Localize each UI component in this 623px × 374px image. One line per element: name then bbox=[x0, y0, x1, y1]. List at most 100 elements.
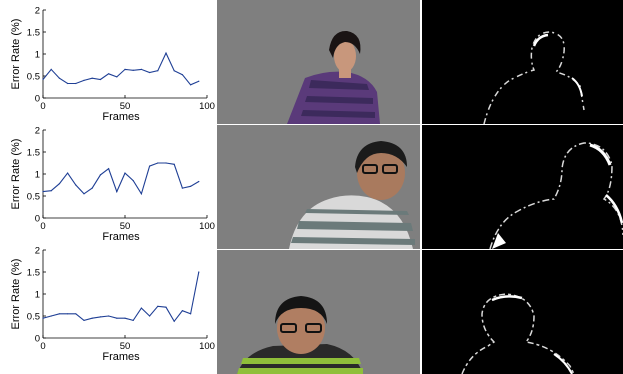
error-rate-series-line bbox=[42, 162, 200, 196]
data-point bbox=[173, 70, 175, 72]
data-point bbox=[50, 315, 52, 317]
data-point bbox=[108, 73, 110, 75]
y-tick-label: 0.5 bbox=[27, 312, 40, 323]
x-axis-label: Frames bbox=[102, 351, 140, 363]
plot-area bbox=[43, 250, 207, 338]
data-point bbox=[140, 307, 142, 309]
y-tick-label: 0 bbox=[35, 214, 40, 225]
y-tick-label: 0.5 bbox=[27, 192, 40, 203]
data-point bbox=[91, 317, 93, 319]
data-point bbox=[124, 317, 126, 319]
y-tick-label: 0 bbox=[35, 334, 40, 345]
data-point bbox=[181, 187, 183, 189]
photo-woman-purple-top bbox=[217, 0, 420, 124]
x-tick-label: 100 bbox=[199, 221, 215, 232]
photo-man-striped-shirt bbox=[217, 125, 420, 249]
x-tick-label: 50 bbox=[120, 341, 131, 352]
data-point bbox=[99, 78, 101, 81]
data-point bbox=[198, 80, 200, 82]
y-axis-label: Error Rate (%) bbox=[10, 19, 22, 90]
data-point bbox=[67, 172, 69, 174]
y-tick-label: 0.5 bbox=[27, 72, 40, 83]
x-tick-label: 50 bbox=[120, 221, 131, 232]
data-point bbox=[190, 185, 192, 187]
data-point bbox=[165, 52, 167, 54]
data-point bbox=[173, 163, 175, 165]
data-point bbox=[91, 187, 93, 189]
y-tick-label: 1 bbox=[35, 290, 40, 301]
error-rate-chart-2: 0 0.5 1 1.5 2 0 50 100 Frames Error Rate (%) bbox=[10, 126, 215, 244]
data-point bbox=[181, 310, 183, 312]
x-axis-label: Frames bbox=[102, 111, 140, 123]
data-point bbox=[50, 190, 52, 192]
data-point bbox=[140, 193, 142, 195]
data-point bbox=[165, 306, 167, 308]
data-point bbox=[157, 70, 159, 72]
data-point bbox=[198, 271, 200, 273]
data-point bbox=[42, 78, 44, 81]
y-tick-label: 0 bbox=[35, 94, 40, 105]
error-rate-series-line bbox=[42, 51, 200, 86]
data-point bbox=[140, 68, 142, 70]
data-point bbox=[58, 183, 61, 185]
mask-1 bbox=[422, 0, 623, 124]
data-point bbox=[132, 319, 134, 321]
data-point bbox=[116, 317, 118, 319]
data-point bbox=[149, 165, 151, 167]
y-axis-label: Error Rate (%) bbox=[10, 139, 22, 210]
y-tick-label: 1.5 bbox=[27, 148, 40, 159]
data-point bbox=[116, 76, 118, 78]
x-tick-label: 0 bbox=[40, 341, 45, 352]
data-point bbox=[198, 180, 200, 183]
data-point bbox=[190, 313, 192, 315]
data-point bbox=[116, 191, 118, 193]
error-rate-chart-3: 0 0.5 1 1.5 2 0 50 100 Frames Error Rate (%) bbox=[10, 246, 215, 364]
data-point bbox=[149, 315, 151, 317]
y-tick-label: 1.5 bbox=[27, 28, 40, 39]
data-point bbox=[99, 316, 101, 318]
data-point bbox=[83, 193, 85, 195]
data-point bbox=[124, 68, 126, 70]
data-point bbox=[83, 319, 85, 321]
y-tick-label: 1 bbox=[35, 170, 40, 181]
y-tick-label: 2 bbox=[35, 6, 40, 17]
data-point bbox=[157, 162, 159, 164]
error-rate-series-line bbox=[42, 271, 200, 323]
data-point bbox=[108, 315, 110, 317]
mask-2 bbox=[422, 125, 623, 249]
data-point bbox=[91, 77, 93, 79]
data-point bbox=[58, 77, 61, 79]
photo-man-green-striped-shirt bbox=[217, 250, 420, 374]
x-tick-label: 0 bbox=[40, 221, 45, 232]
data-point bbox=[67, 313, 69, 315]
error-rate-chart-1: 0 0.5 1 1.5 2 0 50 100 Frames Error Rate (%) bbox=[10, 6, 215, 124]
y-axis-label: Error Rate (%) bbox=[10, 259, 22, 330]
data-point bbox=[181, 74, 183, 76]
data-point bbox=[42, 317, 44, 319]
data-point bbox=[75, 82, 77, 85]
x-tick-label: 50 bbox=[120, 101, 131, 112]
data-point bbox=[149, 71, 151, 74]
data-point bbox=[157, 305, 159, 307]
data-point bbox=[99, 174, 101, 176]
data-point bbox=[42, 191, 44, 193]
x-axis-label: Frames bbox=[102, 231, 140, 243]
data-point bbox=[165, 162, 167, 164]
data-point bbox=[124, 172, 126, 174]
data-point bbox=[75, 184, 77, 186]
data-point bbox=[75, 313, 77, 315]
x-tick-label: 0 bbox=[40, 101, 45, 112]
data-point bbox=[190, 84, 192, 86]
data-point bbox=[83, 79, 85, 81]
y-tick-label: 1 bbox=[35, 50, 40, 61]
y-tick-label: 2 bbox=[35, 126, 40, 137]
y-tick-label: 2 bbox=[35, 246, 40, 257]
x-tick-label: 100 bbox=[199, 341, 215, 352]
data-point bbox=[173, 320, 175, 322]
plot-area bbox=[43, 10, 207, 98]
data-point bbox=[108, 168, 110, 170]
x-tick-label: 100 bbox=[199, 101, 215, 112]
mask-3 bbox=[422, 250, 623, 374]
y-tick-label: 1.5 bbox=[27, 268, 40, 279]
